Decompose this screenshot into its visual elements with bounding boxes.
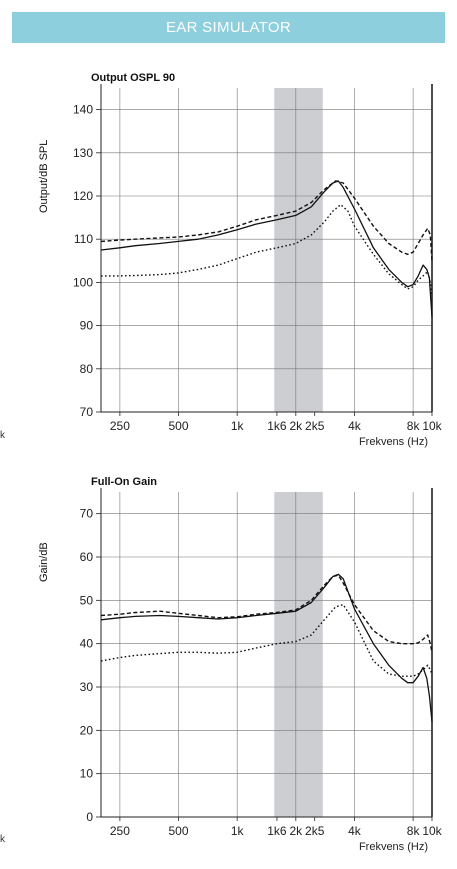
- series-line-dashed: [100, 180, 433, 261]
- y-tick-label: 40: [80, 637, 94, 651]
- header-title: EAR SIMULATOR: [165, 19, 292, 36]
- series-line-solid: [100, 573, 433, 722]
- y-tick-label: 30: [80, 680, 94, 694]
- series-line-dashed: [100, 574, 433, 653]
- y-tick-label: 90: [80, 319, 94, 333]
- x-tick-label: 500: [169, 419, 189, 433]
- x-tick-label: 1k: [231, 824, 245, 838]
- y-tick-label: 120: [73, 189, 93, 203]
- header-banner: EAR SIMULATOR: [12, 12, 445, 43]
- x-axis-label: Frekvens (Hz): [359, 436, 428, 448]
- x-tick-label: 4k: [348, 419, 362, 433]
- x-axis-label: Frekvens (Hz): [359, 841, 428, 853]
- x-tick-label: 2k: [289, 419, 303, 433]
- x-tick-label: 10k: [422, 824, 442, 838]
- x-tick-label: 1k6: [267, 419, 287, 433]
- y-tick-label: 20: [80, 723, 94, 737]
- highlight-band: [274, 88, 323, 412]
- x-tick-label: 4k: [348, 824, 362, 838]
- chart-title: Full-On Gain: [91, 476, 157, 488]
- x-tick-label: 8k: [407, 419, 421, 433]
- y-tick-label: 10: [80, 767, 94, 781]
- series-line-dotted: [101, 203, 433, 296]
- y-tick-label: 0: [86, 810, 93, 824]
- x-tick-label: 1k: [231, 419, 245, 433]
- chart-plot: 70 80 90 100 110 120 130 140 250 500 1k 1k6 2k 2k5 4k 8…: [73, 84, 443, 448]
- x-tick-label: 250: [110, 824, 130, 838]
- highlight-band: [274, 492, 323, 817]
- x-tick-label: 2k5: [305, 419, 325, 433]
- x-tick-label: 2k5: [305, 824, 325, 838]
- series-line-solid: [100, 180, 433, 318]
- y-tick-label: 60: [80, 550, 94, 564]
- x-tick-label: 500: [169, 824, 189, 838]
- x-tick-label: 10k: [422, 419, 442, 433]
- y-tick-label: 110: [74, 232, 93, 246]
- edge-fragment: k: [0, 430, 5, 441]
- series-line-dotted: [100, 604, 433, 677]
- y-tick-label: 140: [73, 103, 93, 117]
- edge-fragment: k: [0, 834, 5, 845]
- x-tick-label: 250: [110, 419, 130, 433]
- x-tick-label: 8k: [407, 824, 421, 838]
- y-tick-label: 130: [73, 146, 93, 160]
- x-tick-label: 2k: [289, 824, 303, 838]
- x-tick-label: 1k6: [267, 824, 287, 838]
- chart-title: Output OSPL 90: [91, 72, 176, 84]
- y-tick-label: 70: [80, 507, 94, 521]
- y-tick-label: 80: [80, 362, 94, 376]
- y-tick-label: 100: [73, 275, 93, 289]
- y-tick-label: 50: [80, 593, 94, 607]
- y-tick-label: 70: [80, 405, 94, 419]
